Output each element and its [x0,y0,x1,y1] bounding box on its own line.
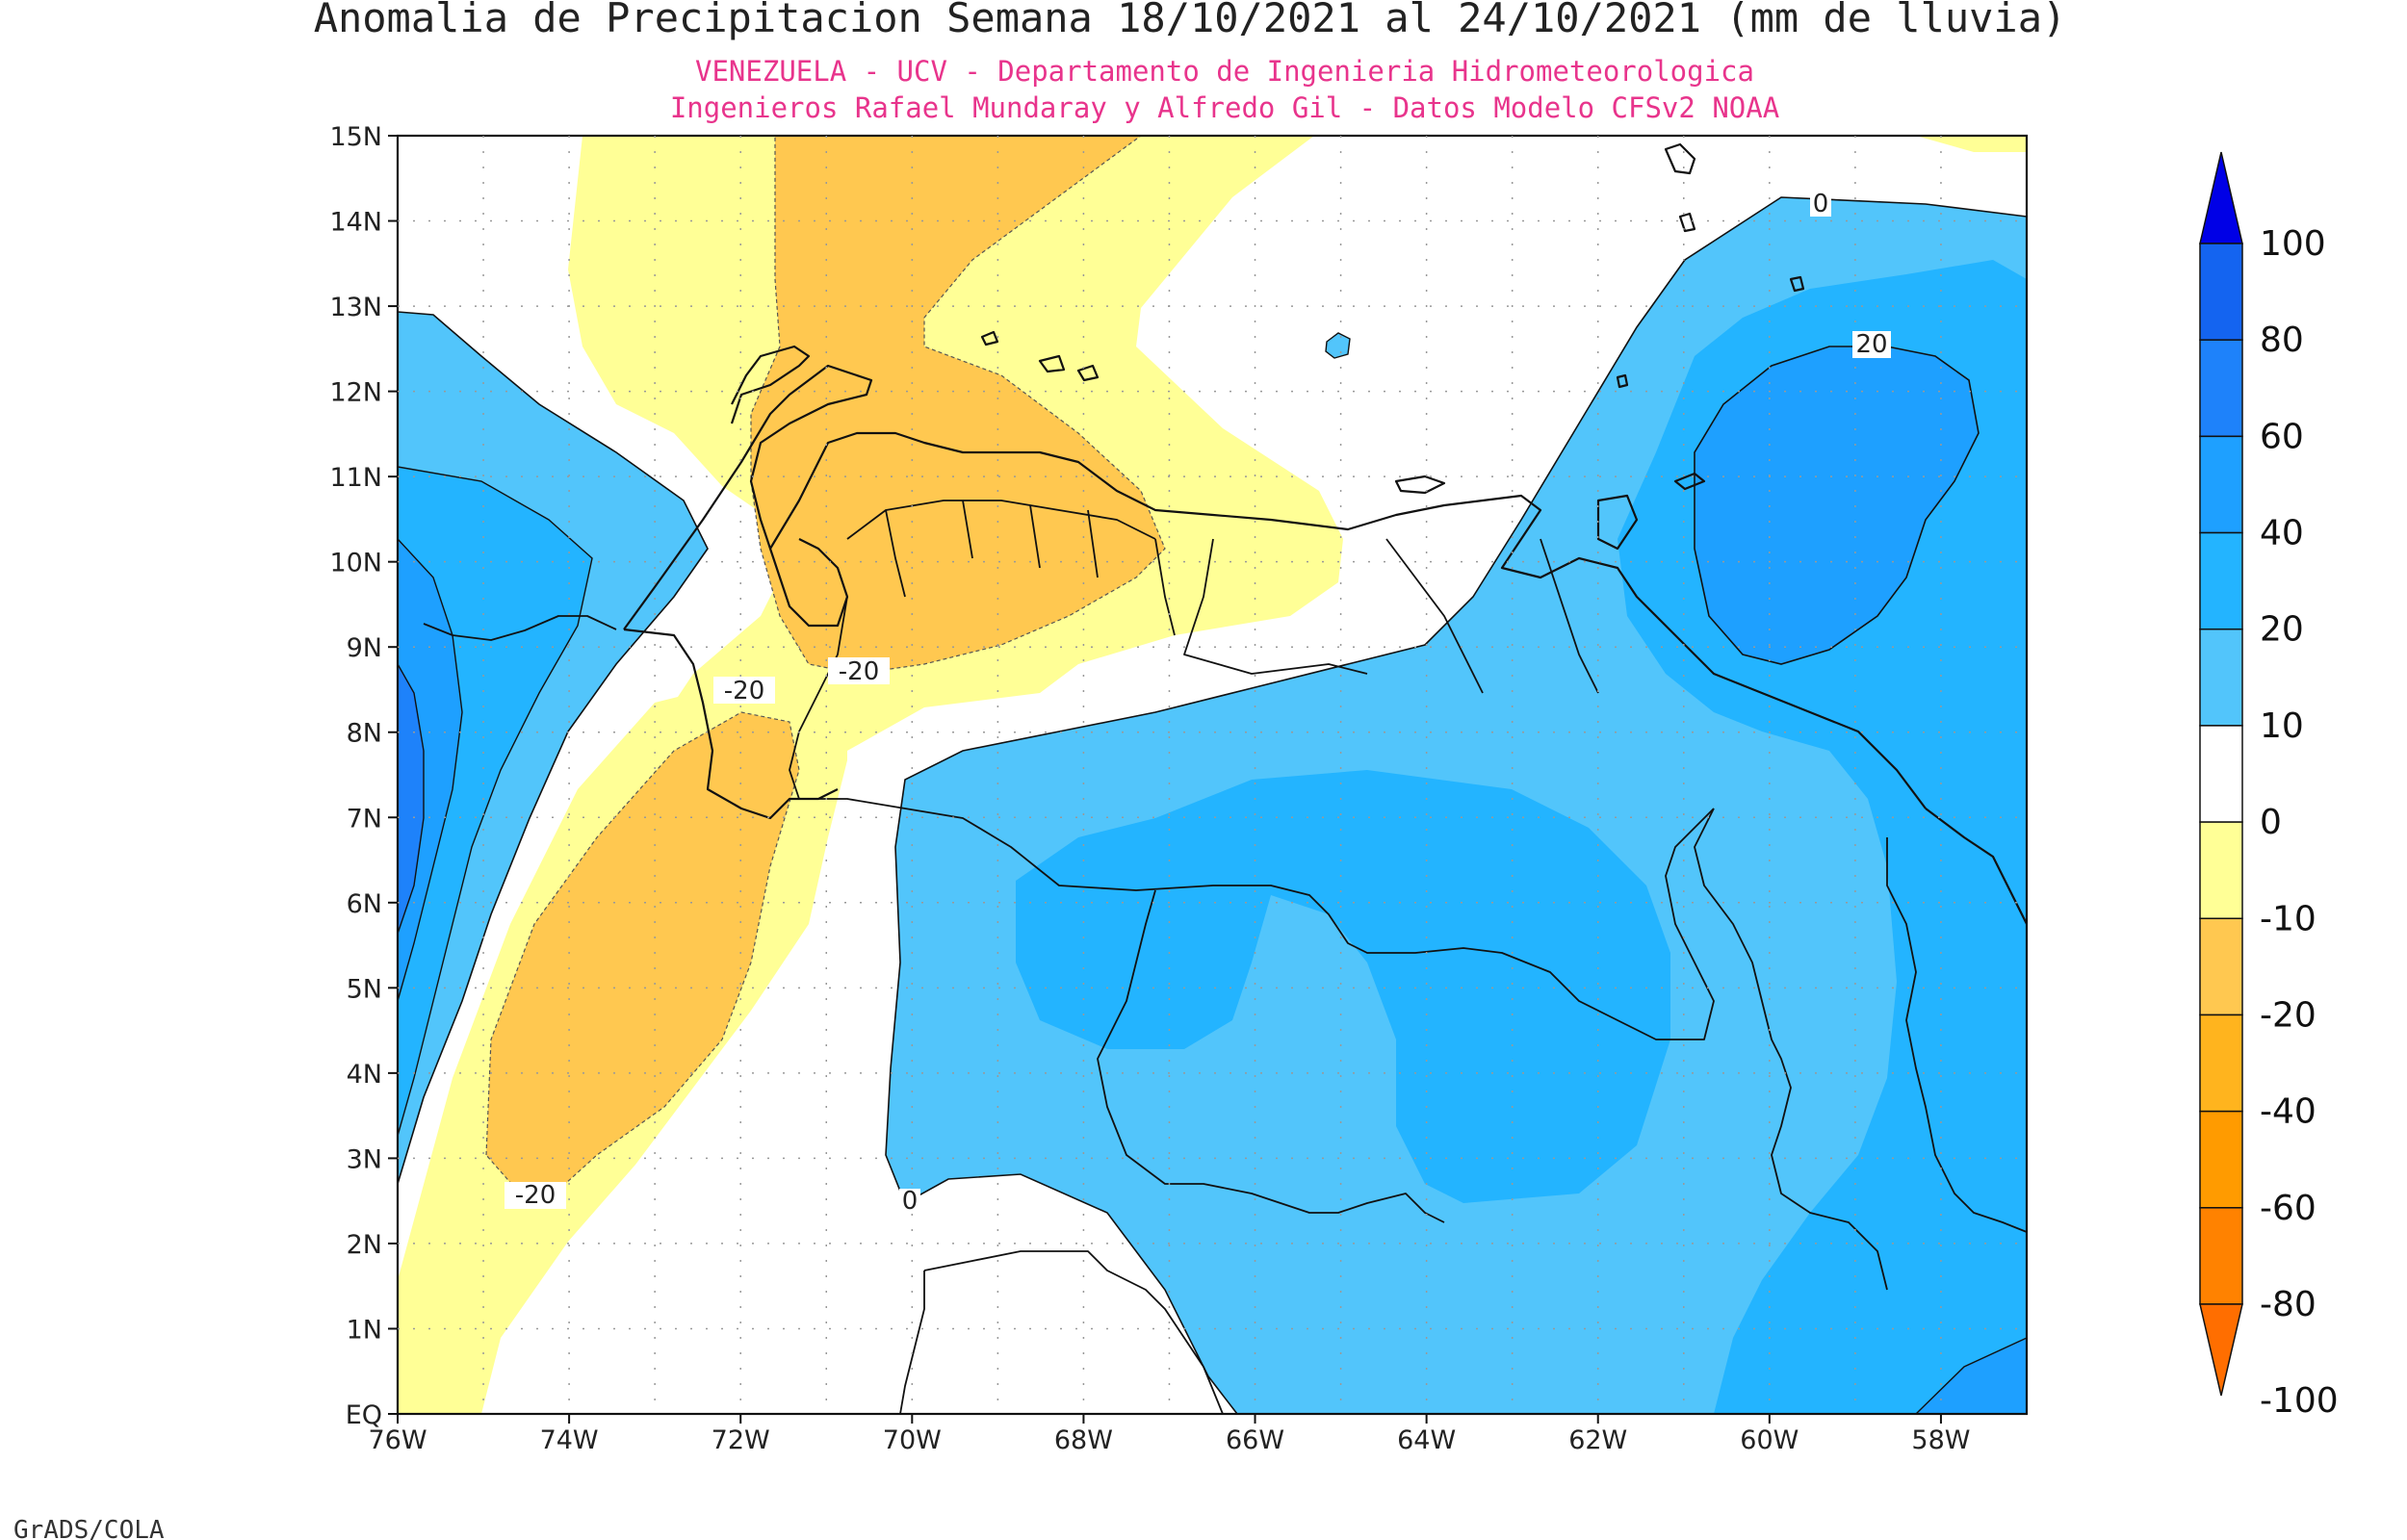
lat-tick-label: 2N [347,1230,382,1260]
island-curacao [1038,354,1066,373]
subtitle-authors: Ingenieros Rafael Mundaray y Alfredo Gil… [670,91,1779,124]
lon-tick-label: 58W [1911,1425,1970,1455]
contour-label-neg20-c: -20 [515,1181,556,1210]
border-panama [423,615,617,641]
lat-tick-label: 11N [329,463,382,493]
colorbar-box [2199,917,2243,1016]
coastline-maracaibo [768,538,849,628]
lat-tick-label: 3N [347,1144,382,1174]
border-suriname [1886,837,2027,1233]
colorbar-level-label: -10 [2260,899,2316,938]
lon-tick-label: 72W [712,1425,770,1455]
contour-label-0-north: 0 [1813,190,1829,218]
colorbar-box [2199,531,2243,630]
blue-zone-south-mid [1016,770,1670,1203]
blue-patch-islands [1325,332,1351,359]
coastline-guiana [1925,808,2027,925]
lon-tick-label: 76W [368,1425,427,1455]
colorbar-level-label: -40 [2260,1092,2316,1132]
lon-tick-label: 64W [1397,1425,1456,1455]
border-brazil-venezuela [1097,889,1445,1223]
colorbar-box [2199,725,2243,823]
island-tobago [1673,472,1706,491]
subtitle-institution: VENEZUELA - UCV - Departamento de Ingeni… [695,55,1754,88]
border-venezuela-states [846,500,1599,694]
colorbar-box [2199,435,2243,534]
colorbar-level-label: 10 [2260,706,2304,746]
colorbar-box [2199,1110,2243,1209]
colorbar-box [2199,821,2243,920]
gridlines [398,136,2027,1414]
colorbar-bottom-triangle [2199,1303,2243,1397]
coastline-guajira [730,345,811,424]
colorbar-level-label: -20 [2260,995,2316,1035]
lat-tick-label: 13N [329,293,382,322]
lat-tick-label: 4N [347,1060,382,1090]
latitude-ticks: 15N 14N 13N 12N 11N 10N 9N 8N 7N 6N 5N 4N 3N 2N 1N EQ [329,122,398,1430]
lat-tick-label: 9N [347,633,382,663]
contour-label-0-south: 0 [902,1187,919,1216]
colorbar-level-label: 0 [2260,803,2282,842]
plot-frame [396,134,2029,1416]
lat-tick-label: 8N [347,719,382,749]
colorbar-level-label: 100 [2260,224,2326,264]
island-bonaire [1076,364,1100,382]
colorbar-level-label: 20 [2260,610,2304,650]
island-aruba [980,330,999,346]
lat-tick-label: 1N [347,1315,382,1345]
lat-tick-label: 12N [329,378,382,408]
yellow-zone-corner [1916,136,2027,152]
lon-tick-label: 74W [540,1425,599,1455]
colorbar-level-label: -80 [2260,1285,2316,1324]
lon-tick-label: 70W [883,1425,942,1455]
colorbar-box [2199,339,2243,438]
lon-tick-label: 68W [1054,1425,1113,1455]
lat-tick-label: 10N [329,549,382,578]
lat-tick-label: 14N [329,208,382,238]
page-title: Anomalia de Precipitacion Semana 18/10/2… [314,0,2067,41]
colorbar-level-label: 80 [2260,321,2304,360]
border-ecuador-peru [923,1250,1224,1414]
orange-zone-north [750,136,1166,675]
blue-zone-southeast-core [1914,1337,2027,1414]
contour-label-neg20-a: -20 [724,677,764,706]
colorbar-top-triangle [2199,151,2243,244]
lon-tick-label: 62W [1568,1425,1627,1455]
island-margarita [1394,475,1446,495]
blue-zone-west-core [398,662,425,935]
lat-tick-label: EQ [346,1400,382,1430]
colorbar-level-label: -60 [2260,1189,2316,1228]
colorbar-box [2199,243,2243,341]
lat-tick-label: 7N [347,804,382,834]
colorbar-level-label: -100 [2260,1381,2339,1421]
colorbar-box [2199,628,2243,727]
colorbar-level-label: 40 [2260,514,2304,553]
colorbar-box [2199,1207,2243,1305]
longitude-ticks: 76W 74W 72W 70W 68W 66W 64W 62W 60W 58W [368,1414,1970,1455]
blue-zone-east-core [1694,346,1980,665]
contour-labels: 0 20 -20 -20 -20 0 [505,190,1891,1216]
lon-tick-label: 66W [1226,1425,1284,1455]
footer-credit: GrADS/COLA [13,1516,165,1540]
plot-area [398,136,2027,1414]
border-colombia-venezuela [789,596,1715,1040]
colorbar-box [2199,1014,2243,1113]
island-st-lucia [1678,212,1696,233]
island-trinidad [1596,494,1639,551]
island-st-vincent [1789,275,1805,293]
coastline-caribbean [623,364,1927,809]
contour-label-20-east: 20 [1855,330,1887,359]
colorbar [2199,151,2243,1397]
lon-tick-label: 60W [1740,1425,1799,1455]
lat-tick-label: 15N [329,122,382,152]
contour-label-neg20-b: -20 [839,657,879,686]
island-martinique [1664,142,1696,175]
lat-tick-label: 6N [347,889,382,919]
island-barbados [1616,373,1629,389]
colorbar-level-label: 60 [2260,417,2304,456]
lat-tick-label: 5N [347,974,382,1004]
border-colombia-brazil [899,1270,925,1414]
